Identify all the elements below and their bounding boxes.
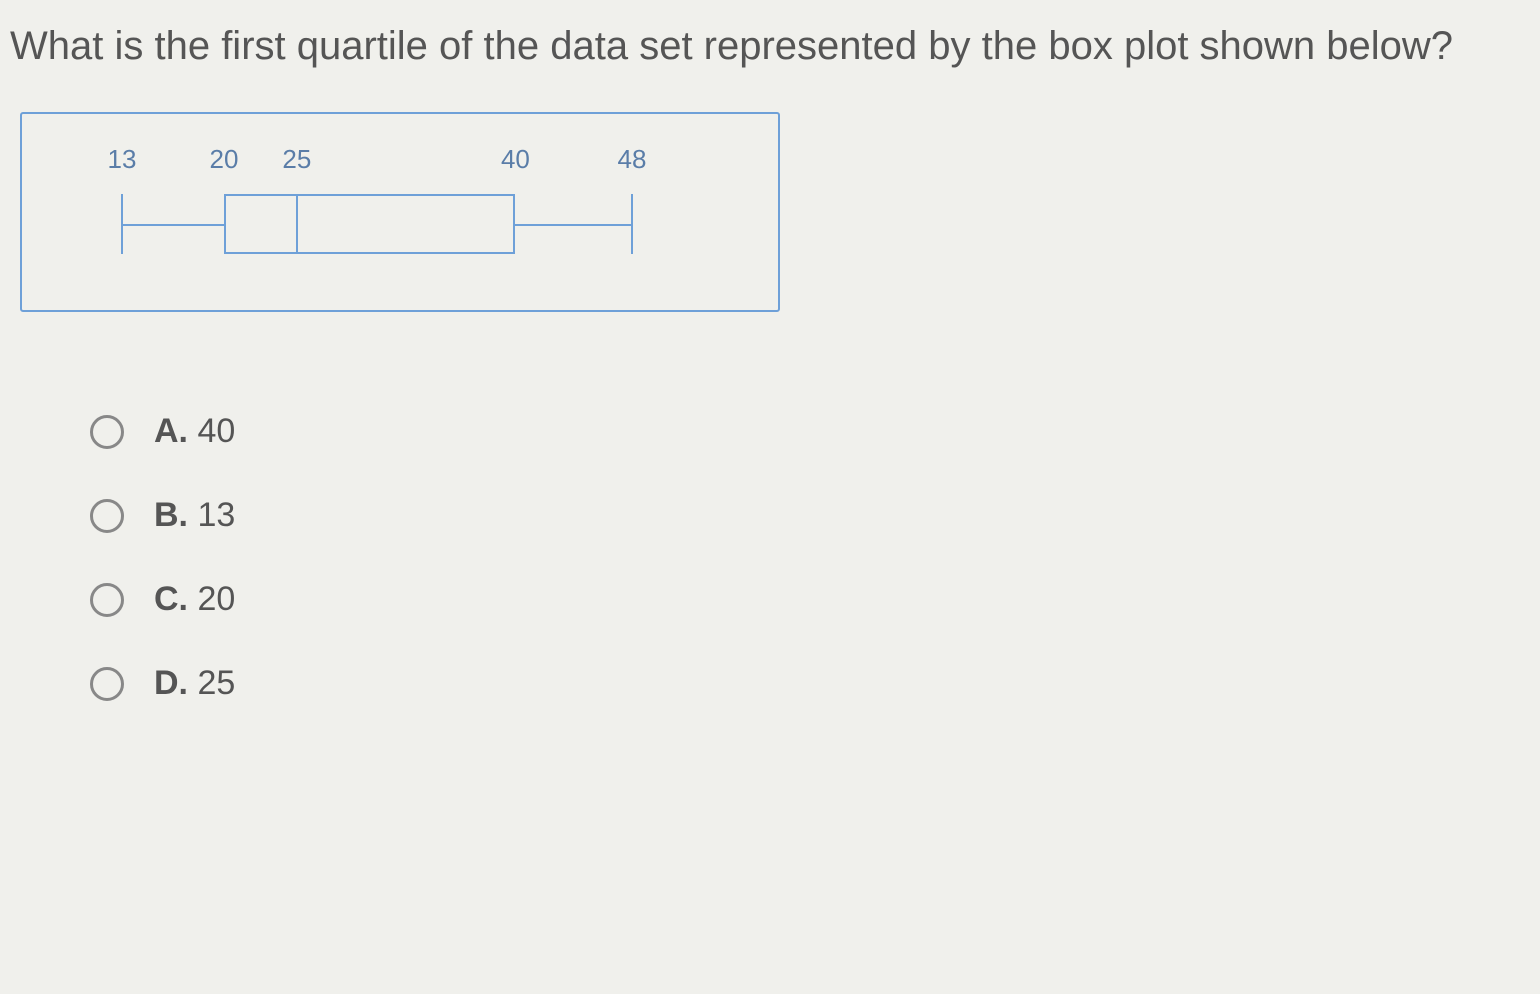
boxplot-label: 40 — [501, 144, 530, 175]
option-c[interactable]: C. 20 — [90, 580, 1530, 619]
option-b[interactable]: B. 13 — [90, 496, 1530, 535]
min-tick — [121, 194, 123, 254]
radio-button[interactable] — [90, 499, 124, 533]
option-label: B. 13 — [154, 496, 235, 535]
option-label: D. 25 — [154, 664, 235, 703]
boxplot-label: 20 — [210, 144, 239, 175]
boxplot: 1320254048 — [122, 144, 682, 284]
boxplot-label: 48 — [618, 144, 647, 175]
box — [224, 194, 515, 254]
radio-button[interactable] — [90, 415, 124, 449]
max-tick — [631, 194, 633, 254]
option-a[interactable]: A. 40 — [90, 412, 1530, 451]
radio-button[interactable] — [90, 583, 124, 617]
question-text: What is the first quartile of the data s… — [10, 20, 1510, 72]
boxplot-frame: 13 20 25 40 48 — [20, 112, 780, 312]
option-label: C. 20 — [154, 580, 235, 619]
boxplot-label: 25 — [282, 144, 311, 175]
answer-options: A. 40 B. 13 C. 20 D. 25 — [90, 412, 1530, 703]
median-line — [296, 194, 298, 254]
option-d[interactable]: D. 25 — [90, 664, 1530, 703]
radio-button[interactable] — [90, 667, 124, 701]
whisker-left — [122, 224, 224, 226]
whisker-right — [515, 224, 632, 226]
boxplot-label: 13 — [108, 144, 137, 175]
option-label: A. 40 — [154, 412, 235, 451]
